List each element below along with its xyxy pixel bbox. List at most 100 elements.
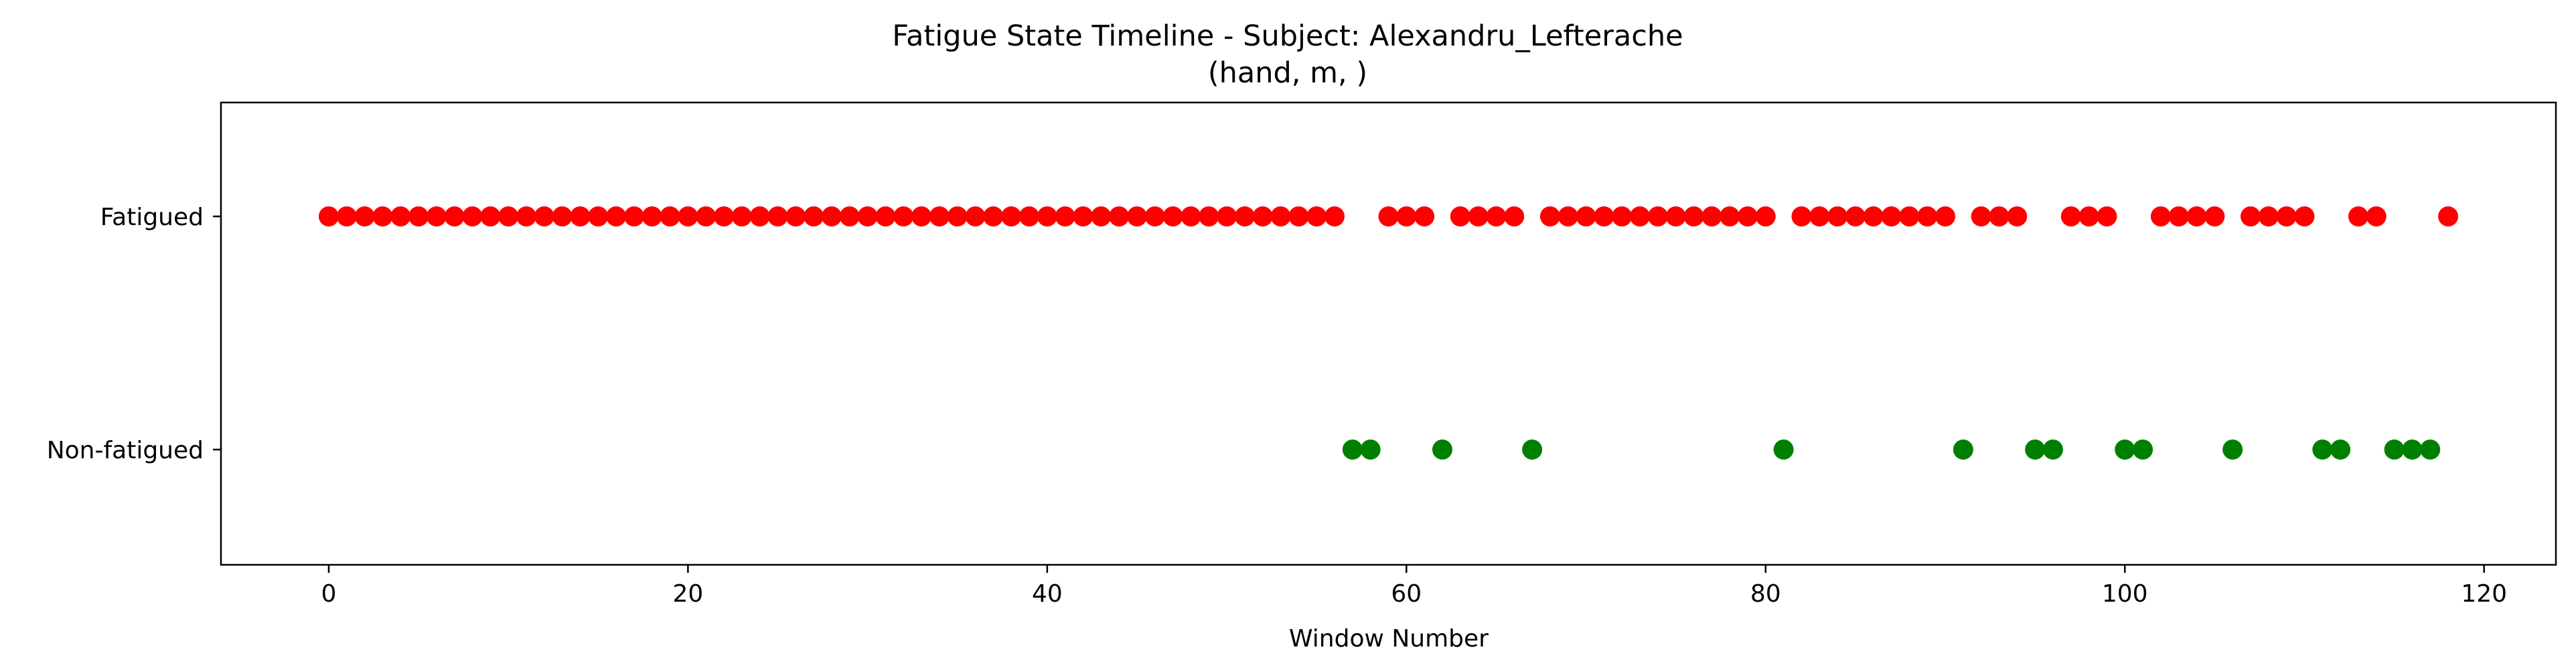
point-fatigued — [2097, 206, 2117, 226]
point-fatigued — [1917, 206, 1938, 226]
x-tick-label: 100 — [2102, 580, 2148, 608]
point-non-fatigued — [2025, 440, 2046, 460]
point-fatigued — [606, 206, 627, 226]
point-fatigued — [1612, 206, 1633, 226]
y-tick-label-fatigued: Fatigued — [100, 204, 204, 231]
x-tick-label: 20 — [672, 580, 703, 608]
plot-frame — [220, 101, 2557, 566]
point-fatigued — [1647, 206, 1668, 226]
point-fatigued — [1486, 206, 1507, 226]
point-fatigued — [1971, 206, 1991, 226]
point-fatigued — [911, 206, 932, 226]
point-fatigued — [1324, 206, 1345, 226]
point-fatigued — [785, 206, 806, 226]
point-fatigued — [641, 206, 662, 226]
point-fatigued — [2241, 206, 2261, 226]
point-fatigued — [1899, 206, 1920, 226]
point-fatigued — [1001, 206, 1022, 226]
point-fatigued — [1791, 206, 1812, 226]
point-non-fatigued — [1773, 440, 1794, 460]
point-fatigued — [336, 206, 357, 226]
point-fatigued — [929, 206, 950, 226]
point-fatigued — [714, 206, 735, 226]
point-fatigued — [875, 206, 896, 226]
point-fatigued — [1935, 206, 1956, 226]
y-tick-label-non-fatigued: Non-fatigued — [47, 437, 204, 464]
point-fatigued — [498, 206, 519, 226]
point-fatigued — [1073, 206, 1093, 226]
point-non-fatigued — [2312, 440, 2333, 460]
point-fatigued — [2060, 206, 2081, 226]
point-fatigued — [1701, 206, 1722, 226]
x-axis-label: Window Number — [1289, 625, 1489, 653]
point-fatigued — [2348, 206, 2368, 226]
point-fatigued — [408, 206, 429, 226]
point-fatigued — [2168, 206, 2189, 226]
point-fatigued — [857, 206, 878, 226]
point-fatigued — [1755, 206, 1776, 226]
x-tick-label: 120 — [2461, 580, 2507, 608]
data-points — [318, 206, 2459, 460]
point-fatigued — [570, 206, 591, 226]
point-fatigued — [462, 206, 483, 226]
point-fatigued — [1827, 206, 1848, 226]
point-fatigued — [480, 206, 501, 226]
x-axis-ticks: 0 20 40 60 80 100 120 — [321, 565, 2507, 608]
point-fatigued — [839, 206, 860, 226]
point-fatigued — [1881, 206, 1902, 226]
point-non-fatigued — [2420, 440, 2441, 460]
point-fatigued — [1863, 206, 1884, 226]
point-fatigued — [444, 206, 465, 226]
point-fatigued — [426, 206, 447, 226]
point-fatigued — [354, 206, 375, 226]
point-fatigued — [1414, 206, 1435, 226]
point-fatigued — [2438, 206, 2459, 226]
point-fatigued — [1126, 206, 1147, 226]
y-axis-ticks: Non-fatigued Fatigued — [47, 204, 221, 464]
point-fatigued — [1019, 206, 1040, 226]
point-fatigued — [965, 206, 986, 226]
point-non-fatigued — [2133, 440, 2153, 460]
point-fatigued — [534, 206, 554, 226]
point-fatigued — [1162, 206, 1183, 226]
chart-title-line2: (hand, m, ) — [1208, 56, 1367, 90]
point-fatigued — [1270, 206, 1291, 226]
point-fatigued — [1199, 206, 1219, 226]
point-non-fatigued — [1342, 440, 1363, 460]
point-fatigued — [2204, 206, 2225, 226]
point-fatigued — [1665, 206, 1686, 226]
point-fatigued — [731, 206, 752, 226]
point-fatigued — [1737, 206, 1758, 226]
point-fatigued — [983, 206, 1004, 226]
point-fatigued — [1288, 206, 1309, 226]
x-tick-label: 60 — [1391, 580, 1422, 608]
point-fatigued — [1055, 206, 1075, 226]
point-fatigued — [1234, 206, 1255, 226]
point-fatigued — [588, 206, 609, 226]
point-fatigued — [767, 206, 788, 226]
point-fatigued — [660, 206, 680, 226]
point-fatigued — [372, 206, 393, 226]
point-non-fatigued — [2115, 440, 2135, 460]
point-fatigued — [1720, 206, 1740, 226]
point-fatigued — [1037, 206, 1057, 226]
point-fatigued — [1306, 206, 1327, 226]
point-fatigued — [2276, 206, 2297, 226]
point-fatigued — [1109, 206, 1130, 226]
point-fatigued — [696, 206, 716, 226]
point-fatigued — [2078, 206, 2099, 226]
point-fatigued — [1252, 206, 1273, 226]
point-fatigued — [2294, 206, 2315, 226]
x-tick-label: 80 — [1750, 580, 1781, 608]
point-non-fatigued — [1360, 440, 1381, 460]
point-fatigued — [1504, 206, 1525, 226]
point-fatigued — [1468, 206, 1489, 226]
point-non-fatigued — [2384, 440, 2405, 460]
point-non-fatigued — [2330, 440, 2351, 460]
point-fatigued — [804, 206, 824, 226]
point-fatigued — [1378, 206, 1399, 226]
point-fatigued — [390, 206, 411, 226]
point-non-fatigued — [1953, 440, 1973, 460]
chart-title-line1: Fatigue State Timeline - Subject: Alexan… — [892, 19, 1683, 53]
